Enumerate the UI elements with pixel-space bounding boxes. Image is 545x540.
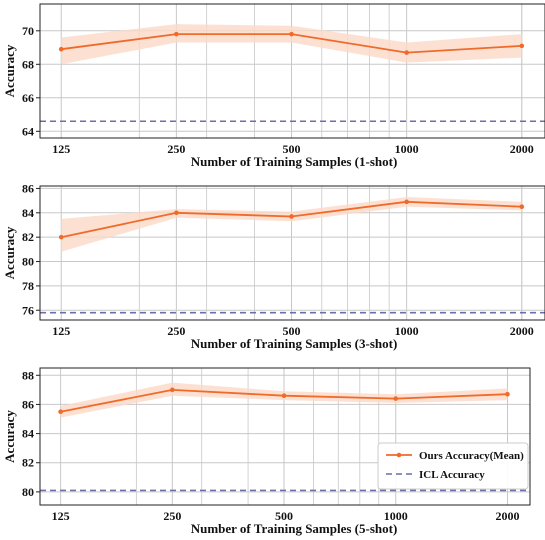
axes-frame <box>39 367 531 506</box>
axes-frame <box>39 185 545 321</box>
y-tick-label: 80 <box>22 255 34 269</box>
ours-data-point <box>289 214 294 219</box>
ours-data-point <box>404 50 409 55</box>
x-tick-label: 1000 <box>395 324 419 338</box>
x-tick-label: 125 <box>52 324 70 338</box>
y-tick-label: 84 <box>22 427 34 441</box>
x-tick-label: 1000 <box>384 509 408 523</box>
ours-data-point <box>58 234 64 240</box>
x-tick-label: 125 <box>52 509 70 523</box>
axes-frame <box>39 3 545 139</box>
ours-data-point <box>519 43 525 49</box>
ours-data-point <box>174 210 179 216</box>
x-tick-label: 2000 <box>495 509 519 523</box>
ours-data-point <box>519 204 525 210</box>
legend-box <box>377 442 529 490</box>
x-tick-label: 500 <box>275 509 293 523</box>
ours-data-point <box>404 199 409 205</box>
ours-data-point <box>289 31 294 37</box>
x-axis-title: Number of Training Samples (3-shot) <box>191 336 398 351</box>
legend: Ours Accuracy(Mean) ICL Accuracy <box>377 442 529 490</box>
ours-data-point <box>174 31 179 37</box>
legend-ours-label: Ours Accuracy(Mean) <box>419 450 524 462</box>
y-tick-label: 66 <box>22 91 34 105</box>
legend-ours-marker <box>396 452 402 458</box>
y-tick-label: 86 <box>22 181 34 195</box>
y-tick-label: 68 <box>22 57 34 71</box>
y-tick-label: 70 <box>22 24 34 38</box>
x-tick-label: 1000 <box>395 142 419 156</box>
ours-data-point <box>58 46 64 52</box>
y-axis-title: Accuracy <box>2 226 17 279</box>
y-tick-label: 88 <box>22 368 34 382</box>
x-tick-label: 250 <box>163 509 181 523</box>
ours-data-point <box>393 396 399 401</box>
x-tick-label: 125 <box>52 142 70 156</box>
y-tick-label: 86 <box>22 397 34 411</box>
x-axis-title: Number of Training Samples (5-shot) <box>191 521 398 536</box>
y-tick-label: 82 <box>22 456 34 470</box>
y-axis-title: Accuracy <box>2 44 17 97</box>
chart-panel-1: 64 66 68 70 125 250 500 1000 2000 Number of Train… <box>2 3 545 169</box>
chart-panel-3: 80 82 84 86 88 125 250 500 1000 2000 Number of Tra… <box>2 367 531 536</box>
ours-data-point <box>58 409 63 415</box>
x-tick-label: 500 <box>283 324 301 338</box>
legend-icl-label: ICL Accuracy <box>419 469 485 481</box>
y-tick-label: 80 <box>22 485 34 499</box>
ours-data-point <box>505 391 510 397</box>
x-axis-title: Number of Training Samples (1-shot) <box>191 154 398 169</box>
y-tick-label: 76 <box>22 303 34 317</box>
y-tick-label: 78 <box>22 279 34 293</box>
x-tick-label: 250 <box>167 324 185 338</box>
y-tick-label: 84 <box>22 206 34 220</box>
y-tick-label: 82 <box>22 230 34 244</box>
y-axis-title: Accuracy <box>2 410 17 463</box>
ours-data-point <box>281 393 287 398</box>
x-tick-label: 250 <box>167 142 185 156</box>
x-tick-label: 2000 <box>510 324 534 338</box>
chart-panel-2: 76 78 80 82 84 86 125 250 500 1000 2000 Number of T… <box>2 181 545 351</box>
y-tick-label: 64 <box>22 124 34 138</box>
ours-data-point <box>170 387 175 393</box>
x-tick-label: 500 <box>283 142 301 156</box>
x-tick-label: 2000 <box>510 142 534 156</box>
